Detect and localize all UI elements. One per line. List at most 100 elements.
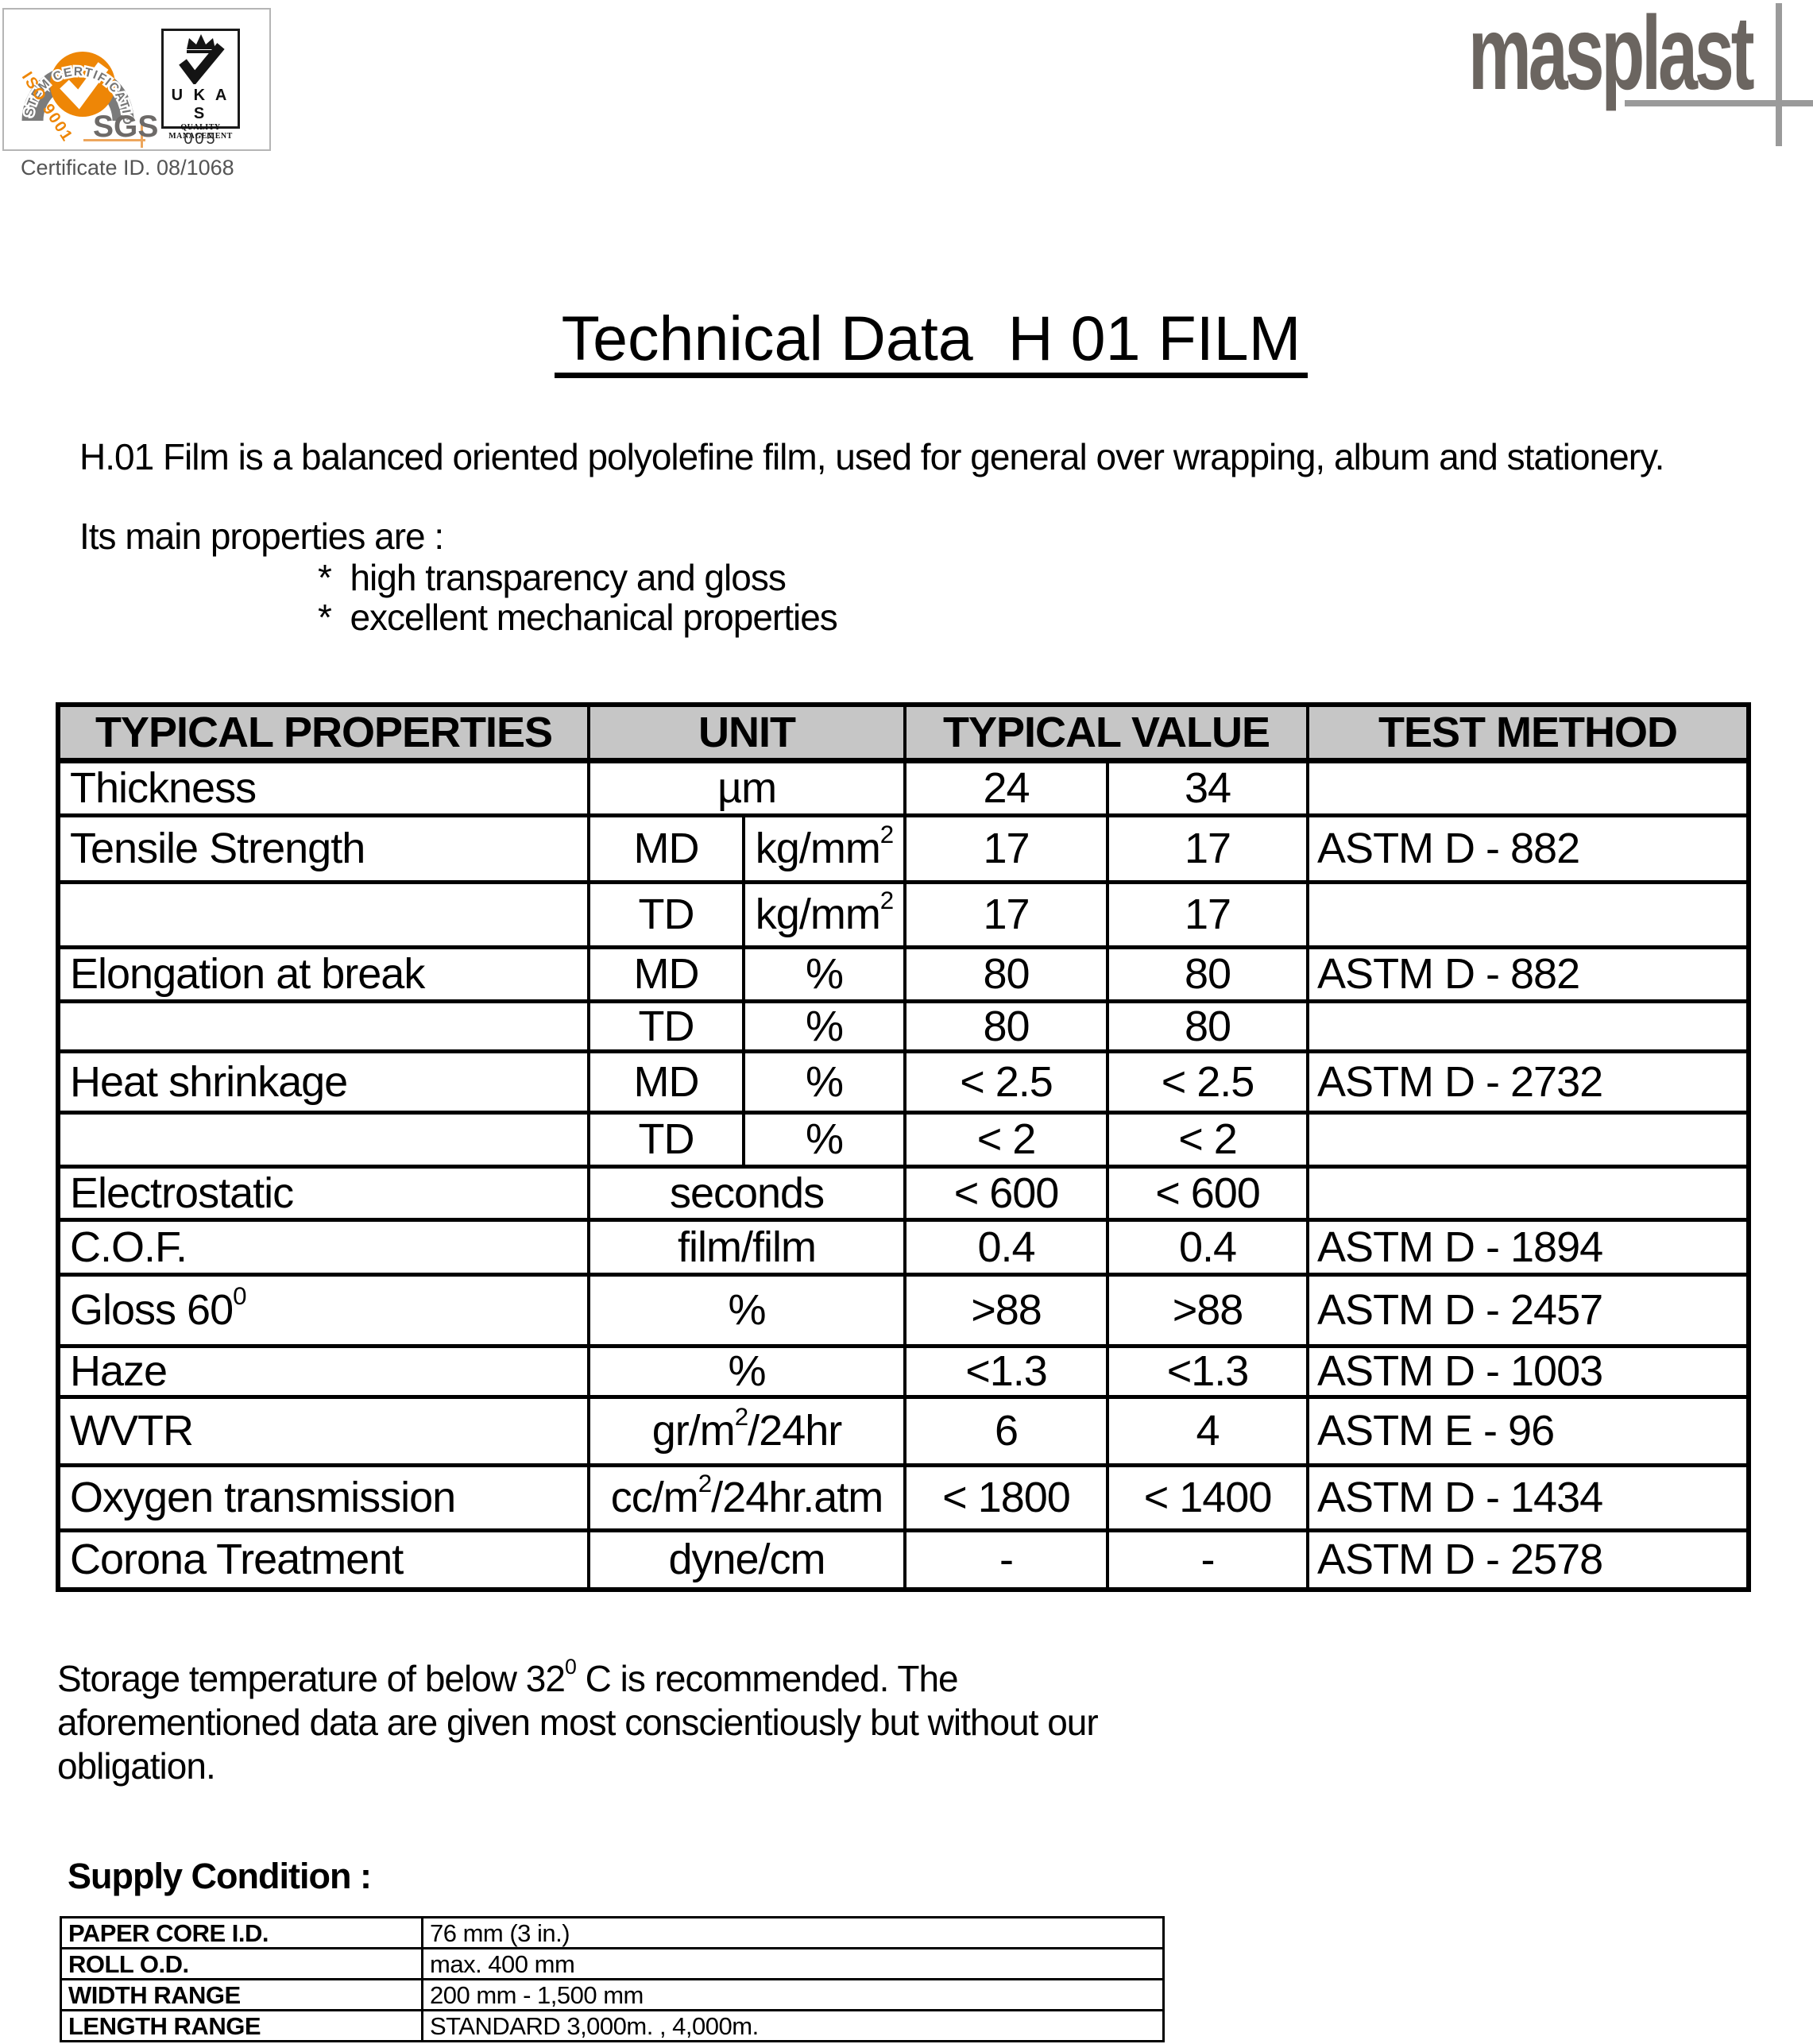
cell-test-method (1306, 999, 1751, 1053)
cell-property: WVTR (56, 1394, 590, 1467)
masplast-logo: masplast (1462, 0, 1813, 159)
cell-unit: % (741, 1110, 907, 1169)
table-row: Thickness µm 24 34 (56, 758, 1751, 817)
cell-value-34: 4 (1106, 1394, 1310, 1467)
cell-test-method: ASTM D - 2578 (1306, 1528, 1751, 1592)
intro-bullet: * high transparency and gloss (318, 557, 787, 598)
cell-unit: gr/m2/24hr (586, 1394, 907, 1467)
cell-value-24: >88 (903, 1272, 1110, 1348)
table-row: Electrostatic seconds < 600 < 600 (56, 1164, 1751, 1222)
table-row: Tensile Strength MD kg/mm2 17 17 ASTM D - 882 (56, 813, 1751, 884)
storage-note-line: Storage temperature of below 320 C is re… (57, 1655, 959, 1699)
cell-value-34: < 2 (1106, 1110, 1310, 1169)
cell-direction: TD (587, 999, 745, 1053)
cell-direction: TD (587, 879, 745, 949)
ukas-subtitle: QUALITY (180, 123, 221, 132)
cell-unit: kg/mm2 (741, 813, 907, 884)
cell-property: Elongation at break (56, 945, 590, 1003)
table-header-row: TYPICAL PROPERTIES UNIT TYPICAL VALUE TE… (56, 702, 1751, 763)
cell-test-method (1306, 758, 1751, 817)
supply-condition-table: PAPER CORE I.D. 76 mm (3 in.) ROLL O.D. max… (60, 1916, 1165, 2042)
cell-value-24: 24 (903, 758, 1110, 817)
cell-property: Tensile Strength (56, 813, 590, 884)
cell-property (56, 1110, 590, 1169)
cell-value-24: < 600 (903, 1164, 1110, 1222)
header-typical-value: TYPICAL VALUE (903, 702, 1310, 763)
cell-value-34: - (1106, 1528, 1310, 1592)
sgs-label: SGS (93, 110, 158, 144)
cell-value-34: >88 (1106, 1272, 1310, 1348)
logo-wordmark: masplast (1468, 0, 1755, 111)
storage-note: Storage temperature of below 320 C is re… (57, 1655, 1099, 1788)
sgs-tick (141, 118, 143, 148)
table-row: Elongation at break MD% 80 80 ASTM D - 882 (56, 945, 1751, 1003)
cell-test-method: ASTM D - 1434 (1306, 1462, 1751, 1532)
cell-property: Corona Treatment (56, 1528, 590, 1592)
cell-value-34: < 1400 (1106, 1462, 1310, 1532)
cell-value-24: < 1800 (903, 1462, 1110, 1532)
supply-value: 76 mm (3 in.) (421, 1916, 1165, 1949)
table-row: Haze% <1.3 <1.3 ASTM D - 1003 (56, 1343, 1751, 1399)
cell-value-24: 17 (903, 813, 1110, 884)
cell-property (56, 999, 590, 1053)
cell-unit: % (741, 999, 907, 1053)
cell-property: Electrostatic (56, 1164, 590, 1222)
typical-properties-table: TYPICAL PROPERTIES UNIT TYPICAL VALUE TE… (56, 702, 1752, 1592)
cell-test-method: ASTM D - 2457 (1306, 1272, 1751, 1348)
intro-properties-lead: Its main properties are : (79, 516, 444, 557)
storage-note-line: aforementioned data are given most consc… (57, 1702, 1099, 1743)
certification-logos: SYSTEM CERTIFICATION ISO 9001 SGS U K A … (2, 8, 271, 151)
cell-direction: MD (587, 813, 745, 884)
table-row: Heat shrinkage MD% < 2.5 < 2.5 ASTM D - 2732 (56, 1049, 1751, 1115)
cell-property (56, 879, 590, 949)
supply-value: 200 mm - 1,500 mm (421, 1978, 1165, 2011)
cell-test-method: ASTM D - 1894 (1306, 1217, 1751, 1277)
logo-vertical-line (1776, 3, 1782, 146)
cell-value-34: <1.3 (1106, 1343, 1310, 1399)
cell-value-24: <1.3 (903, 1343, 1110, 1399)
cell-value-34: < 2.5 (1106, 1049, 1310, 1115)
cell-value-34: 80 (1106, 999, 1310, 1053)
sgs-check-icon (60, 62, 109, 110)
cell-value-24: - (903, 1528, 1110, 1592)
cell-unit: kg/mm2 (741, 879, 907, 949)
table-row: WVTR gr/m2/24hr 6 4 ASTM E - 96 (56, 1394, 1751, 1467)
cell-value-24: < 2.5 (903, 1049, 1110, 1115)
table-row: TD% < 2 < 2 (56, 1110, 1751, 1169)
cell-value-34: 0.4 (1106, 1217, 1310, 1277)
cell-test-method: ASTM E - 96 (1306, 1394, 1751, 1467)
header-typical-properties: TYPICAL PROPERTIES (56, 702, 590, 763)
cell-test-method (1306, 1164, 1751, 1222)
cell-test-method: ASTM D - 1003 (1306, 1343, 1751, 1399)
cell-direction: MD (587, 1049, 745, 1115)
supply-condition-heading: Supply Condition : (68, 1856, 372, 1896)
cell-direction: MD (587, 945, 745, 1003)
cell-value-24: 6 (903, 1394, 1110, 1467)
table-row: Corona Treatment dyne/cm - - ASTM D - 2578 (56, 1528, 1751, 1592)
logo-horizontal-line (1625, 100, 1813, 106)
sgs-underline (83, 139, 145, 141)
ukas-name: U K A S (171, 87, 230, 122)
cell-value-34: 34 (1106, 758, 1310, 817)
cell-value-34: 17 (1106, 813, 1310, 884)
supply-value: STANDARD 3,000m. , 4,000m. (421, 2009, 1165, 2042)
cell-property: Heat shrinkage (56, 1049, 590, 1115)
cell-unit: % (741, 1049, 907, 1115)
supply-label: PAPER CORE I.D. (60, 1916, 423, 1949)
cell-unit: µm (586, 758, 907, 817)
page-title: Technical Data H 01 FILM (555, 306, 1308, 378)
ukas-subtitle: MANAGEMENT (168, 132, 233, 141)
ukas-number: 005 (184, 130, 218, 148)
cell-value-24: 0.4 (903, 1217, 1110, 1277)
table-row: C.O.F. film/film 0.4 0.4 ASTM D - 1894 (56, 1217, 1751, 1277)
ukas-logo: U K A S QUALITY MANAGEMENT (161, 29, 240, 141)
supply-row: LENGTH RANGE STANDARD 3,000m. , 4,000m. (60, 2009, 1165, 2042)
cell-value-24: 17 (903, 879, 1110, 949)
cell-value-34: 80 (1106, 945, 1310, 1003)
certificate-id: Certificate ID. 08/1068 (21, 156, 234, 180)
cell-value-34: 17 (1106, 879, 1310, 949)
cell-test-method (1306, 879, 1751, 949)
sgs-iso9001-logo: SYSTEM CERTIFICATION ISO 9001 SGS (6, 10, 158, 148)
supply-value: max. 400 mm (421, 1947, 1165, 1980)
